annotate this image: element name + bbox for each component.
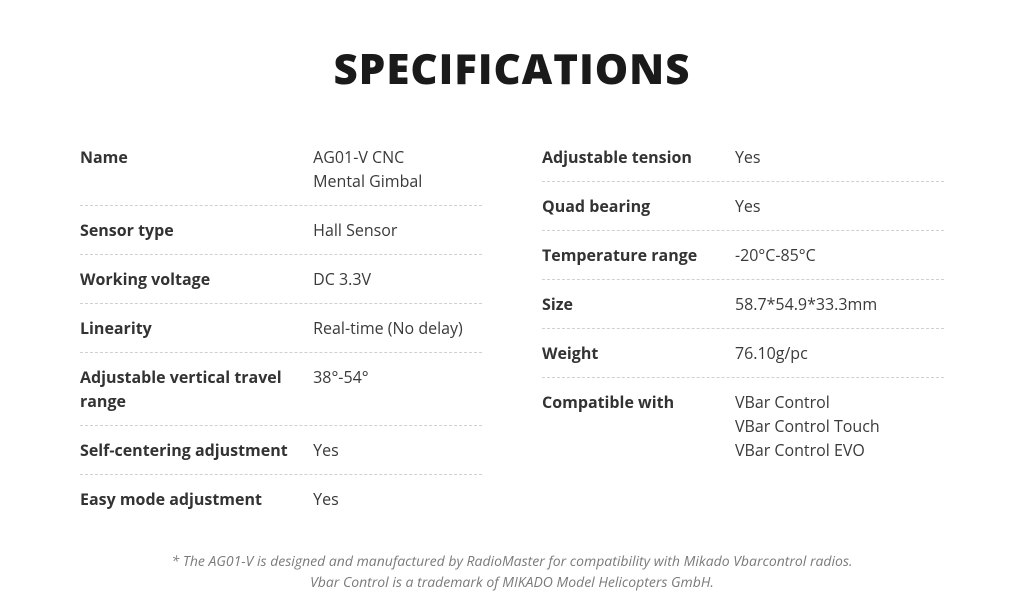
spec-value: 76.10g/pc bbox=[735, 341, 944, 365]
footnote: * The AG01-V is designed and manufacture… bbox=[80, 551, 944, 593]
spec-columns: Name AG01-V CNC Mental Gimbal Sensor typ… bbox=[80, 133, 944, 523]
spec-label: Temperature range bbox=[542, 243, 735, 267]
spec-label: Easy mode adjustment bbox=[80, 487, 313, 511]
spec-label: Quad bearing bbox=[542, 194, 735, 218]
spec-value: Yes bbox=[313, 487, 482, 511]
spec-value: Hall Sensor bbox=[313, 218, 482, 242]
spec-row: Quad bearing Yes bbox=[542, 182, 944, 231]
spec-value: Yes bbox=[735, 194, 944, 218]
spec-value: DC 3.3V bbox=[313, 267, 482, 291]
spec-label: Linearity bbox=[80, 316, 313, 340]
page-title: SPECIFICATIONS bbox=[80, 40, 944, 97]
spec-label: Sensor type bbox=[80, 218, 313, 242]
spec-value: 58.7*54.9*33.3mm bbox=[735, 292, 944, 316]
spec-label: Size bbox=[542, 292, 735, 316]
spec-label: Adjustable vertical travel range bbox=[80, 365, 313, 413]
spec-value: 38°-54° bbox=[313, 365, 482, 413]
spec-label: Weight bbox=[542, 341, 735, 365]
spec-row: Adjustable vertical travel range 38°-54° bbox=[80, 353, 482, 426]
spec-row: Compatible with VBar Control VBar Contro… bbox=[542, 378, 944, 474]
spec-label: Adjustable tension bbox=[542, 145, 735, 169]
spec-row: Adjustable tension Yes bbox=[542, 133, 944, 182]
spec-value: VBar Control VBar Control Touch VBar Con… bbox=[735, 390, 944, 462]
spec-value: Yes bbox=[313, 438, 482, 462]
spec-row: Sensor type Hall Sensor bbox=[80, 206, 482, 255]
spec-label: Self-centering adjustment bbox=[80, 438, 313, 462]
spec-row: Self-centering adjustment Yes bbox=[80, 426, 482, 475]
spec-row: Name AG01-V CNC Mental Gimbal bbox=[80, 133, 482, 206]
spec-row: Linearity Real-time (No delay) bbox=[80, 304, 482, 353]
spec-column-right: Adjustable tension Yes Quad bearing Yes … bbox=[542, 133, 944, 523]
spec-value: AG01-V CNC Mental Gimbal bbox=[313, 145, 482, 193]
spec-value: Real-time (No delay) bbox=[313, 316, 482, 340]
spec-label: Working voltage bbox=[80, 267, 313, 291]
spec-label: Compatible with bbox=[542, 390, 735, 462]
spec-row: Weight 76.10g/pc bbox=[542, 329, 944, 378]
spec-label: Name bbox=[80, 145, 313, 193]
spec-value: Yes bbox=[735, 145, 944, 169]
spec-row: Temperature range -20°C-85°C bbox=[542, 231, 944, 280]
spec-value: -20°C-85°C bbox=[735, 243, 944, 267]
spec-row: Working voltage DC 3.3V bbox=[80, 255, 482, 304]
spec-row: Easy mode adjustment Yes bbox=[80, 475, 482, 523]
spec-row: Size 58.7*54.9*33.3mm bbox=[542, 280, 944, 329]
spec-column-left: Name AG01-V CNC Mental Gimbal Sensor typ… bbox=[80, 133, 482, 523]
